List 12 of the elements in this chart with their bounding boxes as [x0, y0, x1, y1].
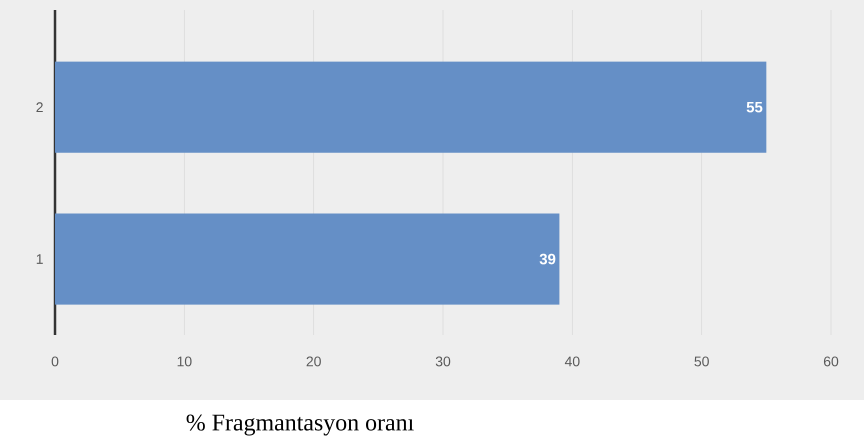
x-tick-label: 40: [564, 356, 580, 366]
x-tick-label: 20: [306, 356, 321, 366]
y-tick-label: 1: [36, 254, 43, 264]
x-tick-label: 10: [178, 356, 192, 366]
data-label: 55: [746, 102, 762, 112]
data-label: 39: [540, 254, 556, 264]
y-tick-label: 2: [36, 102, 43, 112]
x-axis-title: % Fragmantasyon oranı: [186, 414, 414, 436]
x-tick-label: 50: [694, 356, 709, 366]
x-tick-label: 0: [52, 356, 58, 366]
x-tick-label: 30: [436, 356, 450, 366]
x-tick-label: 60: [824, 356, 838, 366]
